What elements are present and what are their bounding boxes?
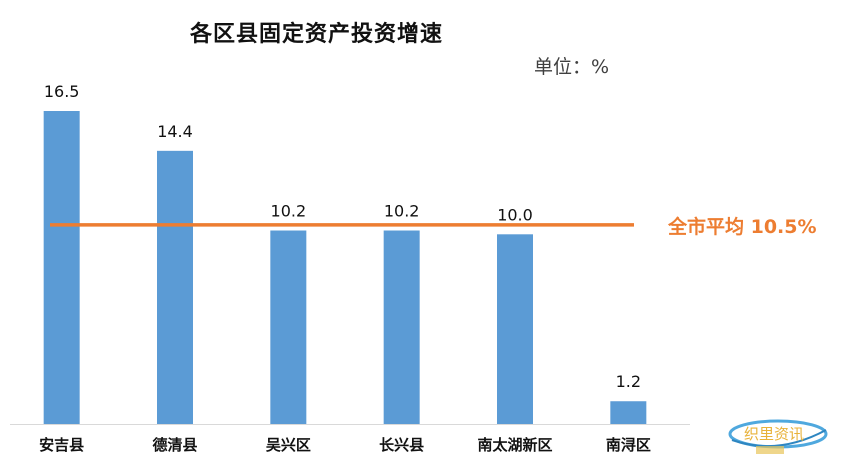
bar: [497, 234, 533, 424]
x-tick-label: 吴兴区: [266, 436, 311, 454]
bar: [383, 230, 420, 424]
data-label: 10.0: [497, 205, 533, 224]
bar: [610, 401, 647, 424]
data-label: 10.2: [384, 202, 420, 221]
x-tick-label: 安吉县: [39, 436, 84, 454]
bar: [157, 150, 193, 424]
chart-title: 各区县固定资产投资增速: [190, 22, 444, 47]
watermark-text: 织里资讯: [744, 425, 804, 443]
unit-label: 单位：%: [534, 56, 610, 78]
x-tick-label: 长兴县: [379, 436, 424, 454]
watermark-logo: 织里资讯: [722, 412, 830, 456]
data-label: 10.2: [271, 202, 307, 221]
bar: [43, 111, 80, 424]
data-label: 1.2: [616, 372, 641, 391]
bar: [270, 230, 307, 424]
data-label: 14.4: [157, 122, 193, 141]
data-label: 16.5: [44, 82, 80, 101]
x-tick-label: 德清县: [152, 436, 197, 454]
x-tick-label: 南浔区: [606, 436, 651, 454]
x-tick-label: 南太湖新区: [477, 436, 552, 454]
average-label: 全市平均 10.5%: [668, 215, 817, 238]
